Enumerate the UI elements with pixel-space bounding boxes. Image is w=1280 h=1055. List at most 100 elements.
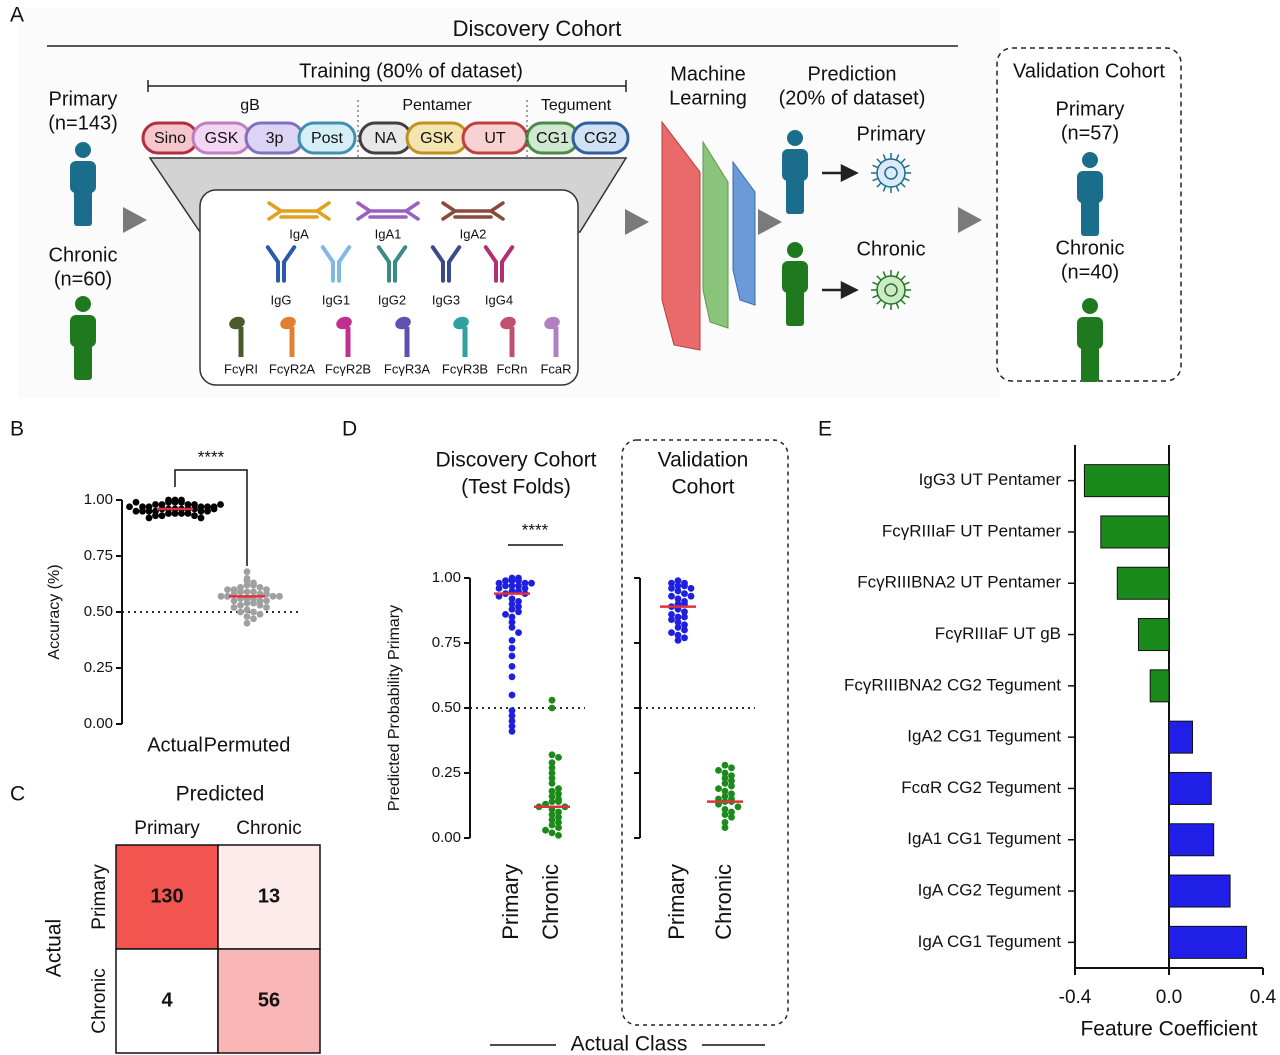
data-point	[250, 588, 257, 596]
virus-spike	[876, 275, 882, 281]
data-point	[145, 507, 153, 515]
cohort-group: Chronic	[1056, 237, 1125, 259]
receptor-stalk	[509, 327, 515, 357]
receptor-icon	[336, 316, 352, 357]
data-point	[243, 606, 251, 614]
virus-spike	[882, 302, 887, 309]
cohort-size: (n=143)	[48, 112, 118, 134]
cell-value: 4	[161, 989, 173, 1011]
data-point	[681, 582, 688, 590]
antibody-icon	[320, 245, 352, 283]
bar	[1137, 618, 1170, 652]
y-tick-label: IgA2 CG1 Tegument	[907, 727, 1061, 746]
antigen-label: CG2	[584, 130, 617, 147]
virus-spike	[882, 185, 887, 192]
person-body	[70, 161, 96, 193]
antigen-label: CG1	[536, 130, 569, 147]
person-icon	[782, 242, 808, 326]
data-point	[728, 813, 735, 821]
person-head	[1082, 152, 1098, 168]
receptor-icon	[229, 316, 245, 357]
virus-capsid	[876, 275, 906, 305]
receptor-icon	[280, 316, 296, 357]
data-point	[508, 600, 516, 608]
antigen-label: 3p	[266, 130, 284, 147]
x-tick-label: 0.4	[1250, 987, 1277, 1008]
data-point	[508, 717, 516, 725]
data-point	[191, 512, 198, 520]
cohort-size: (n=60)	[54, 268, 112, 290]
receptor-head	[453, 316, 469, 330]
antigen-group: Pentamer	[402, 97, 472, 114]
data-point	[721, 811, 729, 818]
antibody-label: FcγR2A	[269, 361, 316, 376]
x-tick-label: Chronic	[711, 864, 736, 940]
person-body	[70, 315, 96, 347]
data-point	[508, 663, 516, 670]
chart-title: Discovery Cohort	[435, 449, 596, 472]
data-point	[548, 769, 556, 777]
data-point	[152, 501, 159, 508]
antigen-label: GSK	[420, 130, 454, 147]
person-head	[787, 130, 803, 146]
data-point	[681, 613, 688, 621]
data-point	[548, 759, 556, 766]
person-body	[1077, 317, 1103, 349]
cohort-group: Primary	[49, 88, 118, 110]
antigen-label: Sino	[154, 130, 186, 147]
data-point	[734, 803, 742, 811]
antigen-label: GSK	[205, 130, 239, 147]
y-tick-label: IgA1 CG1 Tegument	[907, 829, 1061, 848]
virus-spike	[882, 154, 887, 161]
data-point	[152, 512, 159, 520]
ml-layer	[732, 160, 756, 306]
matrix-ylabel: Actual	[43, 919, 66, 977]
data-point	[728, 777, 735, 785]
antibody-label: FcRn	[496, 361, 527, 376]
data-point	[687, 592, 695, 600]
person-head	[75, 296, 91, 312]
data-point	[555, 813, 562, 821]
cohort-size: (n=57)	[1061, 122, 1119, 144]
data-point	[178, 510, 185, 517]
data-point	[508, 618, 516, 626]
flow-arrow	[822, 163, 859, 183]
antigen-group: gB	[240, 97, 260, 114]
data-point	[721, 806, 729, 813]
antibody-icon	[483, 245, 515, 283]
y-tick-label: 1.00	[432, 569, 461, 586]
x-tick-label: Permuted	[204, 734, 291, 756]
data-point	[263, 597, 270, 605]
data-point	[674, 587, 682, 595]
data-point	[165, 510, 172, 517]
antibody-label: FcγRI	[224, 361, 258, 376]
bar	[1168, 874, 1231, 908]
data-point	[243, 568, 251, 576]
data-point	[502, 582, 509, 590]
data-point	[548, 774, 556, 782]
data-point	[721, 761, 729, 769]
person-head	[75, 142, 91, 158]
y-tick-label: 0.50	[84, 603, 113, 620]
data-point	[237, 601, 244, 609]
data-point	[728, 808, 735, 816]
validation-box	[621, 439, 789, 1026]
person-body	[1077, 171, 1103, 203]
flow-arrow	[758, 209, 782, 235]
data-point	[681, 626, 688, 634]
panel-label: C	[10, 783, 25, 806]
data-point	[237, 588, 244, 596]
data-point	[508, 613, 516, 621]
flow-arrow	[625, 209, 649, 235]
bar	[1168, 771, 1212, 805]
data-point	[548, 829, 556, 837]
receptor-stalk	[289, 327, 295, 357]
data-point	[224, 586, 231, 593]
data-point	[674, 595, 682, 603]
data-point	[508, 722, 516, 730]
data-point	[132, 498, 140, 506]
antibody-shape	[320, 245, 352, 283]
predicted-class: Primary	[857, 123, 926, 145]
data-point	[250, 608, 257, 616]
